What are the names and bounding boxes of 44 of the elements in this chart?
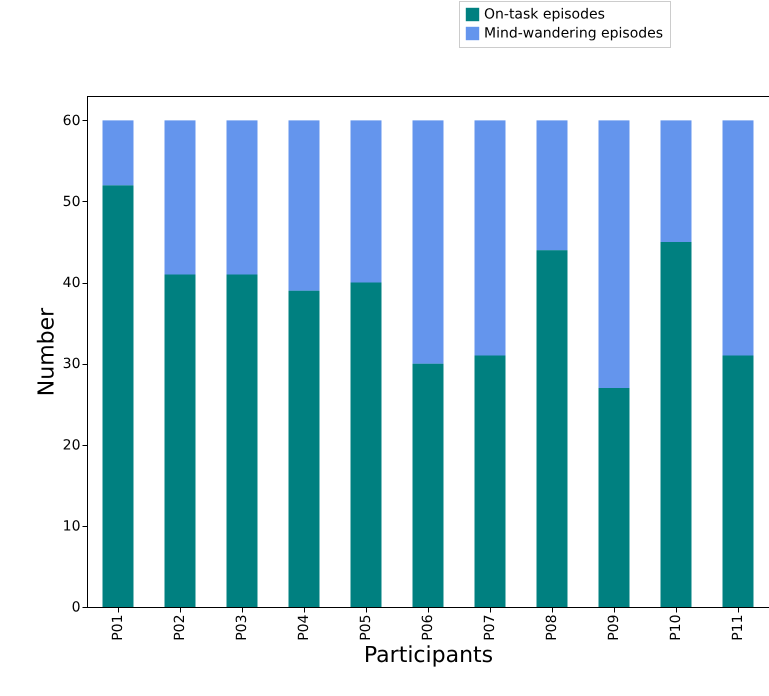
bar: [412, 120, 444, 364]
bar: [164, 274, 196, 607]
x-axis-title: Participants: [364, 642, 494, 668]
x-tick-label: P05: [358, 614, 374, 641]
y-tick-label: 40: [62, 275, 80, 292]
bar: [102, 185, 134, 607]
bar: [474, 120, 506, 356]
x-tick-label: P11: [730, 614, 746, 641]
x-tick-label: P06: [420, 614, 436, 641]
x-tick-label: P10: [668, 614, 684, 641]
y-tick-label: 30: [62, 356, 80, 372]
legend-label: On-task episodes: [484, 6, 605, 22]
bar: [350, 120, 382, 283]
x-tick-label: P07: [482, 614, 498, 641]
bar: [226, 274, 258, 607]
x-tick-label: P08: [544, 614, 560, 641]
x-tick-label: P01: [110, 614, 126, 641]
legend-label: Mind-wandering episodes: [484, 26, 664, 42]
y-tick-label: 50: [62, 194, 80, 210]
bar: [598, 388, 630, 607]
bar: [598, 120, 630, 388]
y-tick-label: 10: [62, 518, 80, 534]
x-tick-label: P04: [296, 614, 312, 641]
bar: [288, 290, 320, 607]
y-axis-title: Number: [34, 306, 60, 396]
bar: [102, 120, 134, 186]
bar: [722, 120, 754, 356]
bar: [722, 356, 754, 607]
y-tick-label: 0: [72, 600, 80, 616]
bar: [536, 250, 568, 607]
bar: [660, 242, 692, 607]
x-tick-label: P02: [172, 614, 188, 641]
bar: [474, 356, 506, 607]
x-tick-label: P03: [234, 614, 250, 641]
bar: [412, 364, 444, 607]
bar: [350, 282, 382, 607]
bar: [226, 120, 258, 274]
y-tick-label: 20: [62, 437, 80, 454]
bar: [288, 120, 320, 291]
bar: [536, 120, 568, 250]
bar: [164, 120, 196, 274]
x-tick-label: P09: [606, 614, 622, 641]
bar: [660, 120, 692, 242]
y-tick-label: 60: [62, 112, 80, 129]
